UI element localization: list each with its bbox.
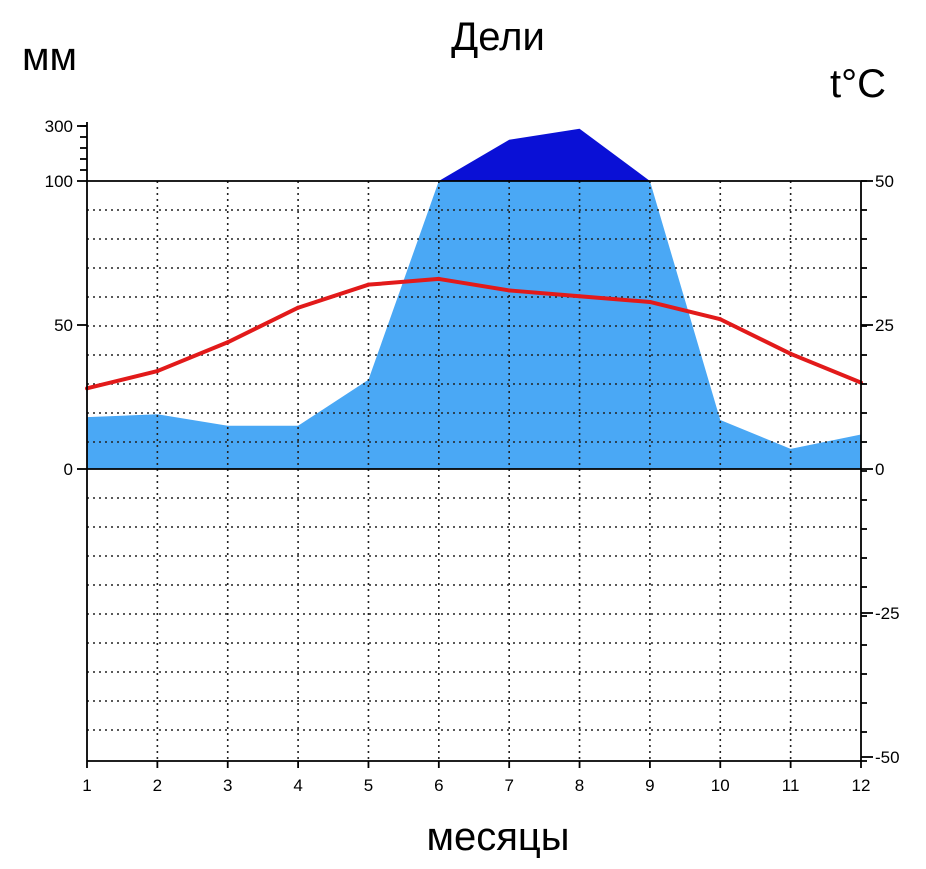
left-axis-label: мм [22,35,77,79]
precip-tick-label: 50 [54,316,73,335]
x-tick-label: 5 [364,776,373,795]
temp-tick-label: -25 [875,604,900,623]
temp-point [436,276,441,281]
x-tick-label: 6 [434,776,443,795]
x-tick-label: 3 [223,776,232,795]
temp-point [507,288,512,293]
precip-tick-label: 100 [45,172,73,191]
axes [77,122,873,768]
x-tick-label: 12 [852,776,871,795]
precip-tick-label: 300 [45,117,73,136]
right-axis-label: t°C [830,62,886,106]
temp-point [366,282,371,287]
precip-tick-label: 0 [64,460,73,479]
temp-point [155,369,160,374]
precipitation-area [87,128,861,469]
temperature-line [85,276,863,391]
temp-tick-label: -50 [875,748,900,767]
temp-tick-label: 50 [875,172,894,191]
temp-point [296,305,301,310]
temp-point [577,294,582,299]
temp-point [718,317,723,322]
x-tick-label: 1 [82,776,91,795]
x-axis-label: месяцы [426,815,569,859]
chart-title: Дели [451,15,545,59]
x-tick-label: 10 [711,776,730,795]
temp-point [788,351,793,356]
x-tick-label: 4 [293,776,302,795]
x-tick-label: 8 [575,776,584,795]
temp-series-line [86,276,862,391]
temp-point [647,299,652,304]
x-tick-label: 11 [782,776,800,795]
precip-area-excess [438,128,650,181]
temp-point [225,340,230,345]
temp-tick-label: 0 [875,460,884,479]
precip-area-normal [87,181,861,469]
x-tick-label: 9 [645,776,654,795]
x-tick-label: 2 [153,776,162,795]
x-tick-label: 7 [504,776,513,795]
temp-tick-label: 25 [875,316,894,335]
